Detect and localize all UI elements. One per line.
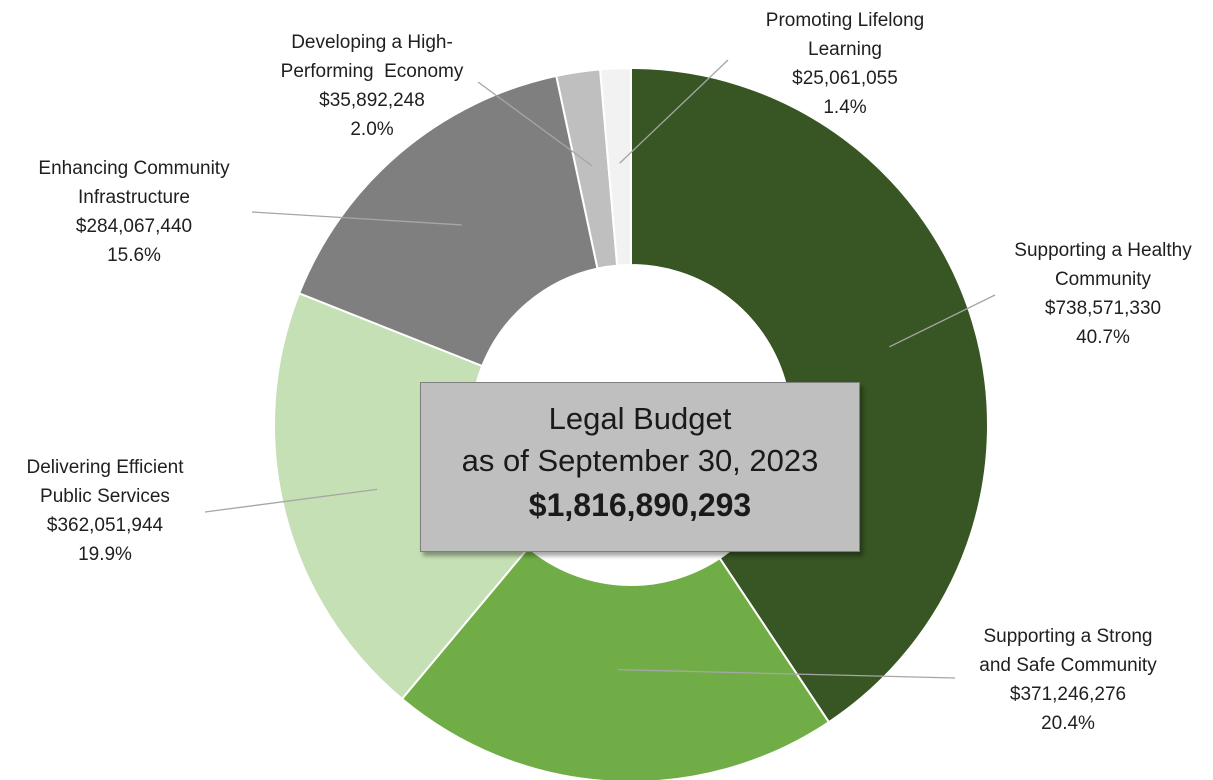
slice-percent: 19.9% (78, 544, 132, 565)
slice-percent: 40.7% (1076, 327, 1130, 348)
slice-label-community-infrastructure: Enhancing Community Infrastructure $284,… (14, 154, 254, 270)
slice-percent: 20.4% (1041, 713, 1095, 734)
center-date: as of September 30, 2023 (461, 443, 819, 478)
slice-name-line: and Safe Community (979, 655, 1157, 676)
slice-name-line: Public Services (40, 486, 170, 507)
slice-value: $738,571,330 (1044, 298, 1162, 319)
slice-label-strong-safe-community: Supporting a Strong and Safe Community $… (958, 622, 1178, 738)
slice-value: $25,061,055 (792, 68, 898, 89)
slice-label-healthy-community: Supporting a Healthy Community $738,571,… (993, 236, 1213, 352)
leader-line-healthy-community (889, 294, 996, 348)
slice-community-infrastructure (297, 74, 599, 368)
slice-value: $371,246,276 (1009, 684, 1127, 705)
leader-line-strong-safe-community (617, 668, 956, 679)
slice-strong-safe-community (400, 546, 831, 780)
slice-lifelong-learning (599, 66, 632, 267)
slice-name-line: Supporting a Strong (983, 626, 1153, 647)
slice-value: $284,067,440 (75, 216, 193, 237)
slice-name-line: Promoting Lifelong (765, 10, 925, 31)
slice-value: $35,892,248 (319, 90, 425, 111)
center-total-box: Legal Budget as of September 30, 2023 $1… (420, 382, 860, 552)
slice-name-line: Infrastructure (78, 187, 190, 208)
leader-line-community-infrastructure (251, 211, 462, 226)
slice-value: $362,051,944 (46, 515, 164, 536)
slice-name-line: Developing a High- (291, 32, 453, 53)
slice-percent: 1.4% (823, 97, 867, 118)
slice-percent: 2.0% (350, 119, 394, 140)
slice-name-line: Community (1054, 269, 1152, 290)
leader-line-lifelong-learning (619, 59, 729, 164)
slice-name-line: Enhancing Community (38, 158, 230, 179)
slice-label-lifelong-learning: Promoting Lifelong Learning $25,061,055 … (735, 6, 955, 122)
slice-name-line: Performing Economy (280, 61, 464, 82)
center-total: $1,816,890,293 (528, 487, 752, 523)
slice-name-line: Supporting a Healthy (1014, 240, 1192, 261)
leader-line-high-performing-economy (477, 81, 593, 167)
slice-label-high-performing-economy: Developing a High- Performing Economy $3… (262, 28, 482, 144)
slice-name-line: Delivering Efficient (26, 457, 184, 478)
slice-name-line: Learning (808, 39, 882, 60)
slice-percent: 15.6% (107, 245, 161, 266)
slice-label-efficient-public-services: Delivering Efficient Public Services $36… (0, 453, 210, 569)
center-title: Legal Budget (548, 401, 732, 436)
leader-line-efficient-public-services (204, 488, 378, 513)
